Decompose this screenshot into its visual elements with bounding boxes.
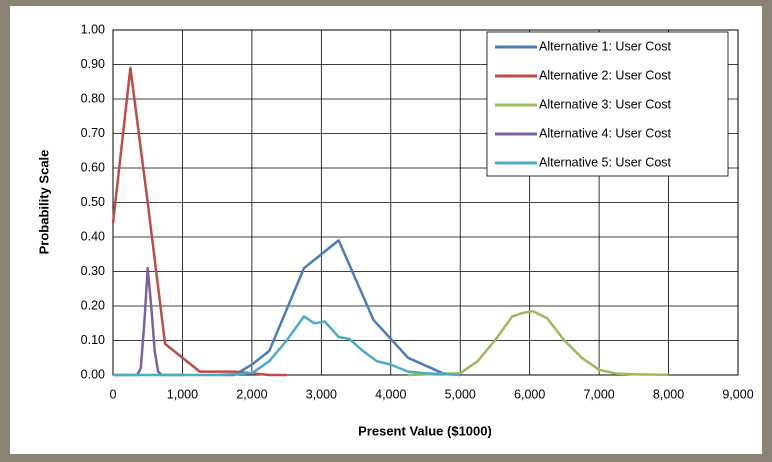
series-line — [111, 66, 287, 377]
x-tick-label: 2,000 — [236, 387, 267, 401]
x-tick-label: 5,000 — [445, 387, 476, 401]
x-tick-label: 8,000 — [653, 387, 684, 401]
x-axis-title: Present Value ($1000) — [358, 423, 492, 438]
legend-label: Alternative 2: User Cost — [539, 68, 672, 82]
y-tick-label: 0.00 — [81, 367, 105, 381]
y-tick-label: 0.10 — [81, 333, 105, 347]
x-tick-label: 3,000 — [306, 387, 337, 401]
legend-label: Alternative 1: User Cost — [539, 39, 672, 53]
series-line — [113, 266, 183, 377]
series-line — [217, 239, 461, 377]
series-line — [113, 315, 461, 377]
legend-label: Alternative 5: User Cost — [539, 155, 672, 169]
y-tick-label: 1.00 — [81, 22, 105, 36]
y-tick-label: 0.40 — [81, 229, 105, 243]
legend-label: Alternative 4: User Cost — [539, 126, 672, 140]
y-tick-label: 0.30 — [81, 264, 105, 278]
x-tick-label: 0 — [110, 387, 117, 401]
x-tick-label: 6,000 — [514, 387, 545, 401]
y-tick-label: 0.90 — [81, 57, 105, 71]
series-line — [408, 309, 669, 377]
y-tick-label: 0.70 — [81, 126, 105, 140]
y-tick-label: 0.60 — [81, 160, 105, 174]
y-tick-label: 0.20 — [81, 298, 105, 312]
x-tick-label: 7,000 — [583, 387, 614, 401]
x-tick-label: 1,000 — [167, 387, 198, 401]
x-tick-label: 4,000 — [375, 387, 406, 401]
x-tick-label: 9,000 — [722, 387, 753, 401]
y-tick-label: 0.80 — [81, 91, 105, 105]
y-tick-label: 0.50 — [81, 195, 105, 209]
y-axis-title: Probability Scale — [36, 150, 51, 255]
legend-label: Alternative 3: User Cost — [539, 97, 672, 111]
